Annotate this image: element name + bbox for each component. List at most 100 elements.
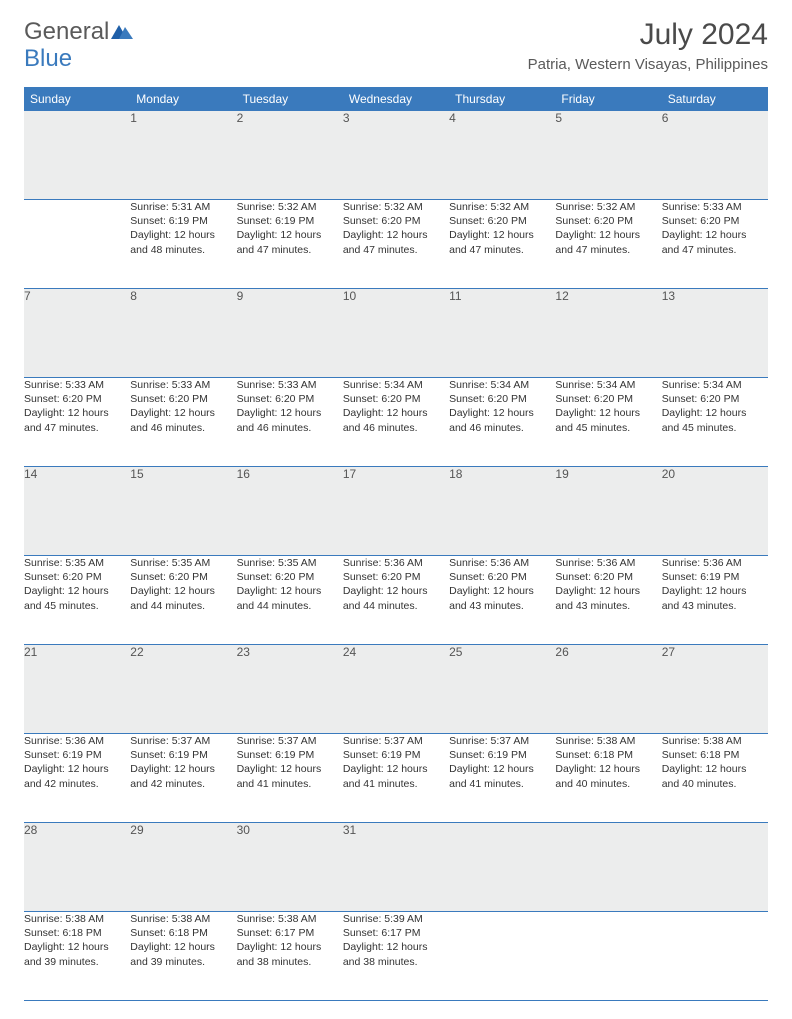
sunset-text: Sunset: 6:20 PM [130, 570, 236, 584]
day-number-cell: 20 [662, 467, 768, 556]
daylight-text-2: and 43 minutes. [449, 599, 555, 613]
day-content-cell: Sunrise: 5:32 AMSunset: 6:20 PMDaylight:… [343, 200, 449, 289]
day-number-cell: 7 [24, 289, 130, 378]
day-header: Thursday [449, 87, 555, 111]
sunset-text: Sunset: 6:17 PM [343, 926, 449, 940]
daylight-text-2: and 45 minutes. [24, 599, 130, 613]
daylight-text-2: and 40 minutes. [555, 777, 661, 791]
daylight-text-1: Daylight: 12 hours [24, 762, 130, 776]
daylight-text-2: and 46 minutes. [343, 421, 449, 435]
sunset-text: Sunset: 6:20 PM [343, 570, 449, 584]
day-header-row: Sunday Monday Tuesday Wednesday Thursday… [24, 87, 768, 111]
sunrise-text: Sunrise: 5:36 AM [343, 556, 449, 570]
day-content-cell: Sunrise: 5:37 AMSunset: 6:19 PMDaylight:… [130, 734, 236, 823]
sunset-text: Sunset: 6:20 PM [449, 214, 555, 228]
daylight-text-2: and 38 minutes. [237, 955, 343, 969]
day-number-cell: 3 [343, 111, 449, 200]
day-number-cell: 2 [237, 111, 343, 200]
daylight-text-2: and 44 minutes. [130, 599, 236, 613]
sunset-text: Sunset: 6:20 PM [24, 570, 130, 584]
daylight-text-1: Daylight: 12 hours [343, 584, 449, 598]
day-content-cell: Sunrise: 5:35 AMSunset: 6:20 PMDaylight:… [237, 556, 343, 645]
sunrise-text: Sunrise: 5:34 AM [555, 378, 661, 392]
day-number-cell: 14 [24, 467, 130, 556]
day-content-cell: Sunrise: 5:35 AMSunset: 6:20 PMDaylight:… [24, 556, 130, 645]
logo-triangle-icon [111, 18, 133, 46]
sunrise-text: Sunrise: 5:33 AM [237, 378, 343, 392]
daylight-text-1: Daylight: 12 hours [24, 406, 130, 420]
sunset-text: Sunset: 6:20 PM [555, 570, 661, 584]
day-number-cell [24, 111, 130, 200]
day-content-cell: Sunrise: 5:38 AMSunset: 6:18 PMDaylight:… [555, 734, 661, 823]
day-number-cell: 13 [662, 289, 768, 378]
sunrise-text: Sunrise: 5:36 AM [555, 556, 661, 570]
daylight-text-2: and 40 minutes. [662, 777, 768, 791]
sunrise-text: Sunrise: 5:38 AM [130, 912, 236, 926]
sunset-text: Sunset: 6:19 PM [343, 748, 449, 762]
sunrise-text: Sunrise: 5:37 AM [130, 734, 236, 748]
sunrise-text: Sunrise: 5:34 AM [449, 378, 555, 392]
daylight-text-2: and 47 minutes. [24, 421, 130, 435]
sunrise-text: Sunrise: 5:37 AM [343, 734, 449, 748]
daylight-text-2: and 42 minutes. [130, 777, 236, 791]
daylight-text-2: and 45 minutes. [555, 421, 661, 435]
sunset-text: Sunset: 6:19 PM [130, 748, 236, 762]
calendar-table: Sunday Monday Tuesday Wednesday Thursday… [24, 87, 768, 1001]
day-number-cell: 5 [555, 111, 661, 200]
day-number-cell: 11 [449, 289, 555, 378]
daylight-text-2: and 47 minutes. [449, 243, 555, 257]
day-content-row: Sunrise: 5:31 AMSunset: 6:19 PMDaylight:… [24, 200, 768, 289]
daylight-text-1: Daylight: 12 hours [237, 228, 343, 242]
day-content-cell: Sunrise: 5:33 AMSunset: 6:20 PMDaylight:… [130, 378, 236, 467]
sunrise-text: Sunrise: 5:38 AM [24, 912, 130, 926]
daylight-text-2: and 47 minutes. [555, 243, 661, 257]
sunset-text: Sunset: 6:20 PM [237, 570, 343, 584]
sunrise-text: Sunrise: 5:32 AM [343, 200, 449, 214]
sunrise-text: Sunrise: 5:38 AM [237, 912, 343, 926]
day-number-cell: 26 [555, 645, 661, 734]
sunset-text: Sunset: 6:20 PM [555, 392, 661, 406]
day-number-cell: 29 [130, 823, 236, 912]
day-number-cell: 28 [24, 823, 130, 912]
sunrise-text: Sunrise: 5:32 AM [449, 200, 555, 214]
daylight-text-1: Daylight: 12 hours [130, 584, 236, 598]
daylight-text-1: Daylight: 12 hours [662, 584, 768, 598]
day-content-cell: Sunrise: 5:36 AMSunset: 6:19 PMDaylight:… [24, 734, 130, 823]
sunset-text: Sunset: 6:19 PM [237, 748, 343, 762]
day-number-cell [555, 823, 661, 912]
day-number-row: 21222324252627 [24, 645, 768, 734]
daylight-text-1: Daylight: 12 hours [662, 228, 768, 242]
daylight-text-1: Daylight: 12 hours [555, 228, 661, 242]
daylight-text-1: Daylight: 12 hours [130, 406, 236, 420]
sunrise-text: Sunrise: 5:36 AM [662, 556, 768, 570]
day-content-row: Sunrise: 5:38 AMSunset: 6:18 PMDaylight:… [24, 912, 768, 1001]
daylight-text-2: and 41 minutes. [237, 777, 343, 791]
day-content-cell: Sunrise: 5:31 AMSunset: 6:19 PMDaylight:… [130, 200, 236, 289]
day-content-cell: Sunrise: 5:38 AMSunset: 6:17 PMDaylight:… [237, 912, 343, 1001]
day-number-cell: 24 [343, 645, 449, 734]
sunrise-text: Sunrise: 5:34 AM [662, 378, 768, 392]
day-number-cell: 19 [555, 467, 661, 556]
day-number-cell: 12 [555, 289, 661, 378]
sunset-text: Sunset: 6:19 PM [130, 214, 236, 228]
day-content-cell: Sunrise: 5:35 AMSunset: 6:20 PMDaylight:… [130, 556, 236, 645]
daylight-text-2: and 46 minutes. [130, 421, 236, 435]
day-number-cell: 23 [237, 645, 343, 734]
day-content-cell [24, 200, 130, 289]
daylight-text-2: and 45 minutes. [662, 421, 768, 435]
sunrise-text: Sunrise: 5:33 AM [662, 200, 768, 214]
day-number-cell: 1 [130, 111, 236, 200]
day-content-cell: Sunrise: 5:38 AMSunset: 6:18 PMDaylight:… [24, 912, 130, 1001]
daylight-text-2: and 41 minutes. [343, 777, 449, 791]
day-number-cell [449, 823, 555, 912]
sunset-text: Sunset: 6:20 PM [449, 570, 555, 584]
day-number-cell: 27 [662, 645, 768, 734]
daylight-text-1: Daylight: 12 hours [24, 940, 130, 954]
day-content-cell: Sunrise: 5:37 AMSunset: 6:19 PMDaylight:… [449, 734, 555, 823]
sunset-text: Sunset: 6:20 PM [662, 392, 768, 406]
daylight-text-1: Daylight: 12 hours [24, 584, 130, 598]
day-number-cell: 30 [237, 823, 343, 912]
daylight-text-2: and 43 minutes. [662, 599, 768, 613]
daylight-text-1: Daylight: 12 hours [662, 406, 768, 420]
daylight-text-2: and 38 minutes. [343, 955, 449, 969]
